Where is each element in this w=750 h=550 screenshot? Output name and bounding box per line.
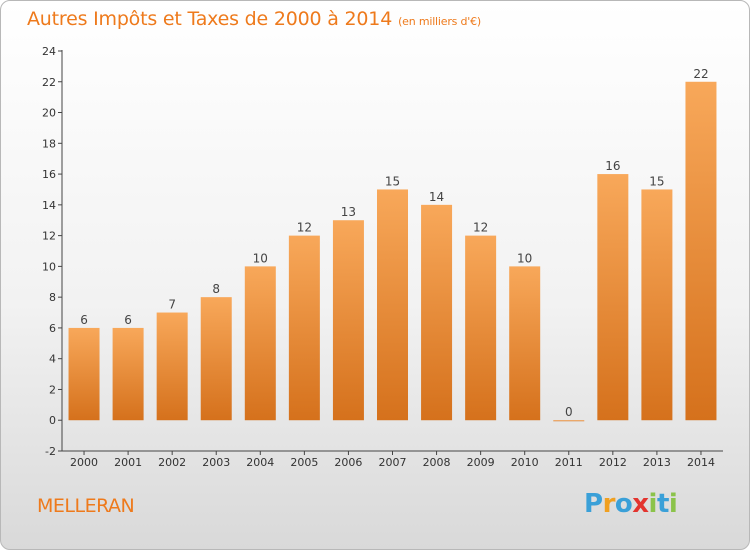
logo-letter: t [656, 489, 669, 519]
y-tick-label: 0 [49, 414, 56, 427]
data-label: 22 [693, 67, 708, 81]
y-tick-label: 6 [49, 322, 56, 335]
x-tick-label: 2010 [511, 456, 539, 469]
logo-letter: o [614, 489, 633, 519]
bar [465, 235, 497, 421]
y-tick-label: 14 [42, 199, 56, 212]
logo-letter: x [632, 489, 649, 519]
y-tick-label: 10 [42, 260, 56, 273]
bar [332, 220, 364, 421]
bar [68, 327, 100, 421]
bar [244, 266, 276, 421]
bar [685, 81, 717, 421]
data-label: 0 [565, 405, 573, 419]
y-tick-label: -2 [45, 445, 56, 458]
y-tick-label: 8 [49, 291, 56, 304]
data-label: 10 [253, 251, 268, 265]
x-tick-label: 2006 [334, 456, 362, 469]
bar [421, 204, 453, 421]
bar [156, 312, 188, 421]
data-label: 8 [212, 282, 220, 296]
x-tick-label: 2014 [687, 456, 715, 469]
bar [200, 297, 232, 421]
y-tick-label: 4 [49, 353, 56, 366]
data-label: 14 [429, 190, 444, 204]
x-tick-label: 2013 [643, 456, 671, 469]
x-tick-label: 2002 [158, 456, 186, 469]
logo-letter: P [584, 489, 603, 519]
bar [288, 235, 320, 421]
data-label: 12 [473, 221, 488, 235]
x-tick-label: 2008 [423, 456, 451, 469]
x-tick-label: 2001 [114, 456, 142, 469]
data-label: 13 [341, 205, 356, 219]
bar [641, 189, 673, 421]
x-tick-label: 2012 [599, 456, 627, 469]
bar [553, 420, 585, 422]
logo-letter: i [648, 489, 658, 519]
bar [509, 266, 541, 421]
data-label: 6 [124, 313, 132, 327]
x-tick-label: 2000 [70, 456, 98, 469]
data-label: 15 [385, 174, 400, 188]
bar [112, 327, 144, 421]
x-tick-label: 2009 [467, 456, 495, 469]
data-label: 7 [168, 298, 176, 312]
x-tick-label: 2004 [246, 456, 274, 469]
y-tick-label: 18 [42, 137, 56, 150]
y-tick-label: 20 [42, 107, 56, 120]
y-tick-label: 2 [49, 383, 56, 396]
chart-title-text: Autres Impôts et Taxes de 2000 à 2014 [27, 8, 393, 30]
y-tick-label: 22 [42, 76, 56, 89]
data-label: 12 [297, 221, 312, 235]
proxiti-logo: Proxiti [584, 489, 678, 519]
data-label: 16 [605, 159, 620, 173]
logo-letter: r [602, 489, 616, 519]
logo-letter: i [668, 489, 678, 519]
x-tick-label: 2007 [379, 456, 407, 469]
data-label: 15 [649, 174, 664, 188]
commune-name: MELLERAN [37, 495, 135, 517]
y-tick-label: 16 [42, 168, 56, 181]
chart-title: Autres Impôts et Taxes de 2000 à 2014 (en… [27, 8, 481, 30]
bar [597, 174, 629, 421]
x-tick-label: 2003 [202, 456, 230, 469]
y-tick-label: 24 [42, 45, 56, 58]
y-tick-label: 12 [42, 230, 56, 243]
data-label: 6 [80, 313, 88, 327]
x-tick-label: 2005 [290, 456, 318, 469]
chart-unit-note: (en milliers d'€) [398, 15, 481, 28]
x-tick-label: 2011 [555, 456, 583, 469]
bar [377, 189, 408, 421]
data-label: 10 [517, 251, 532, 265]
